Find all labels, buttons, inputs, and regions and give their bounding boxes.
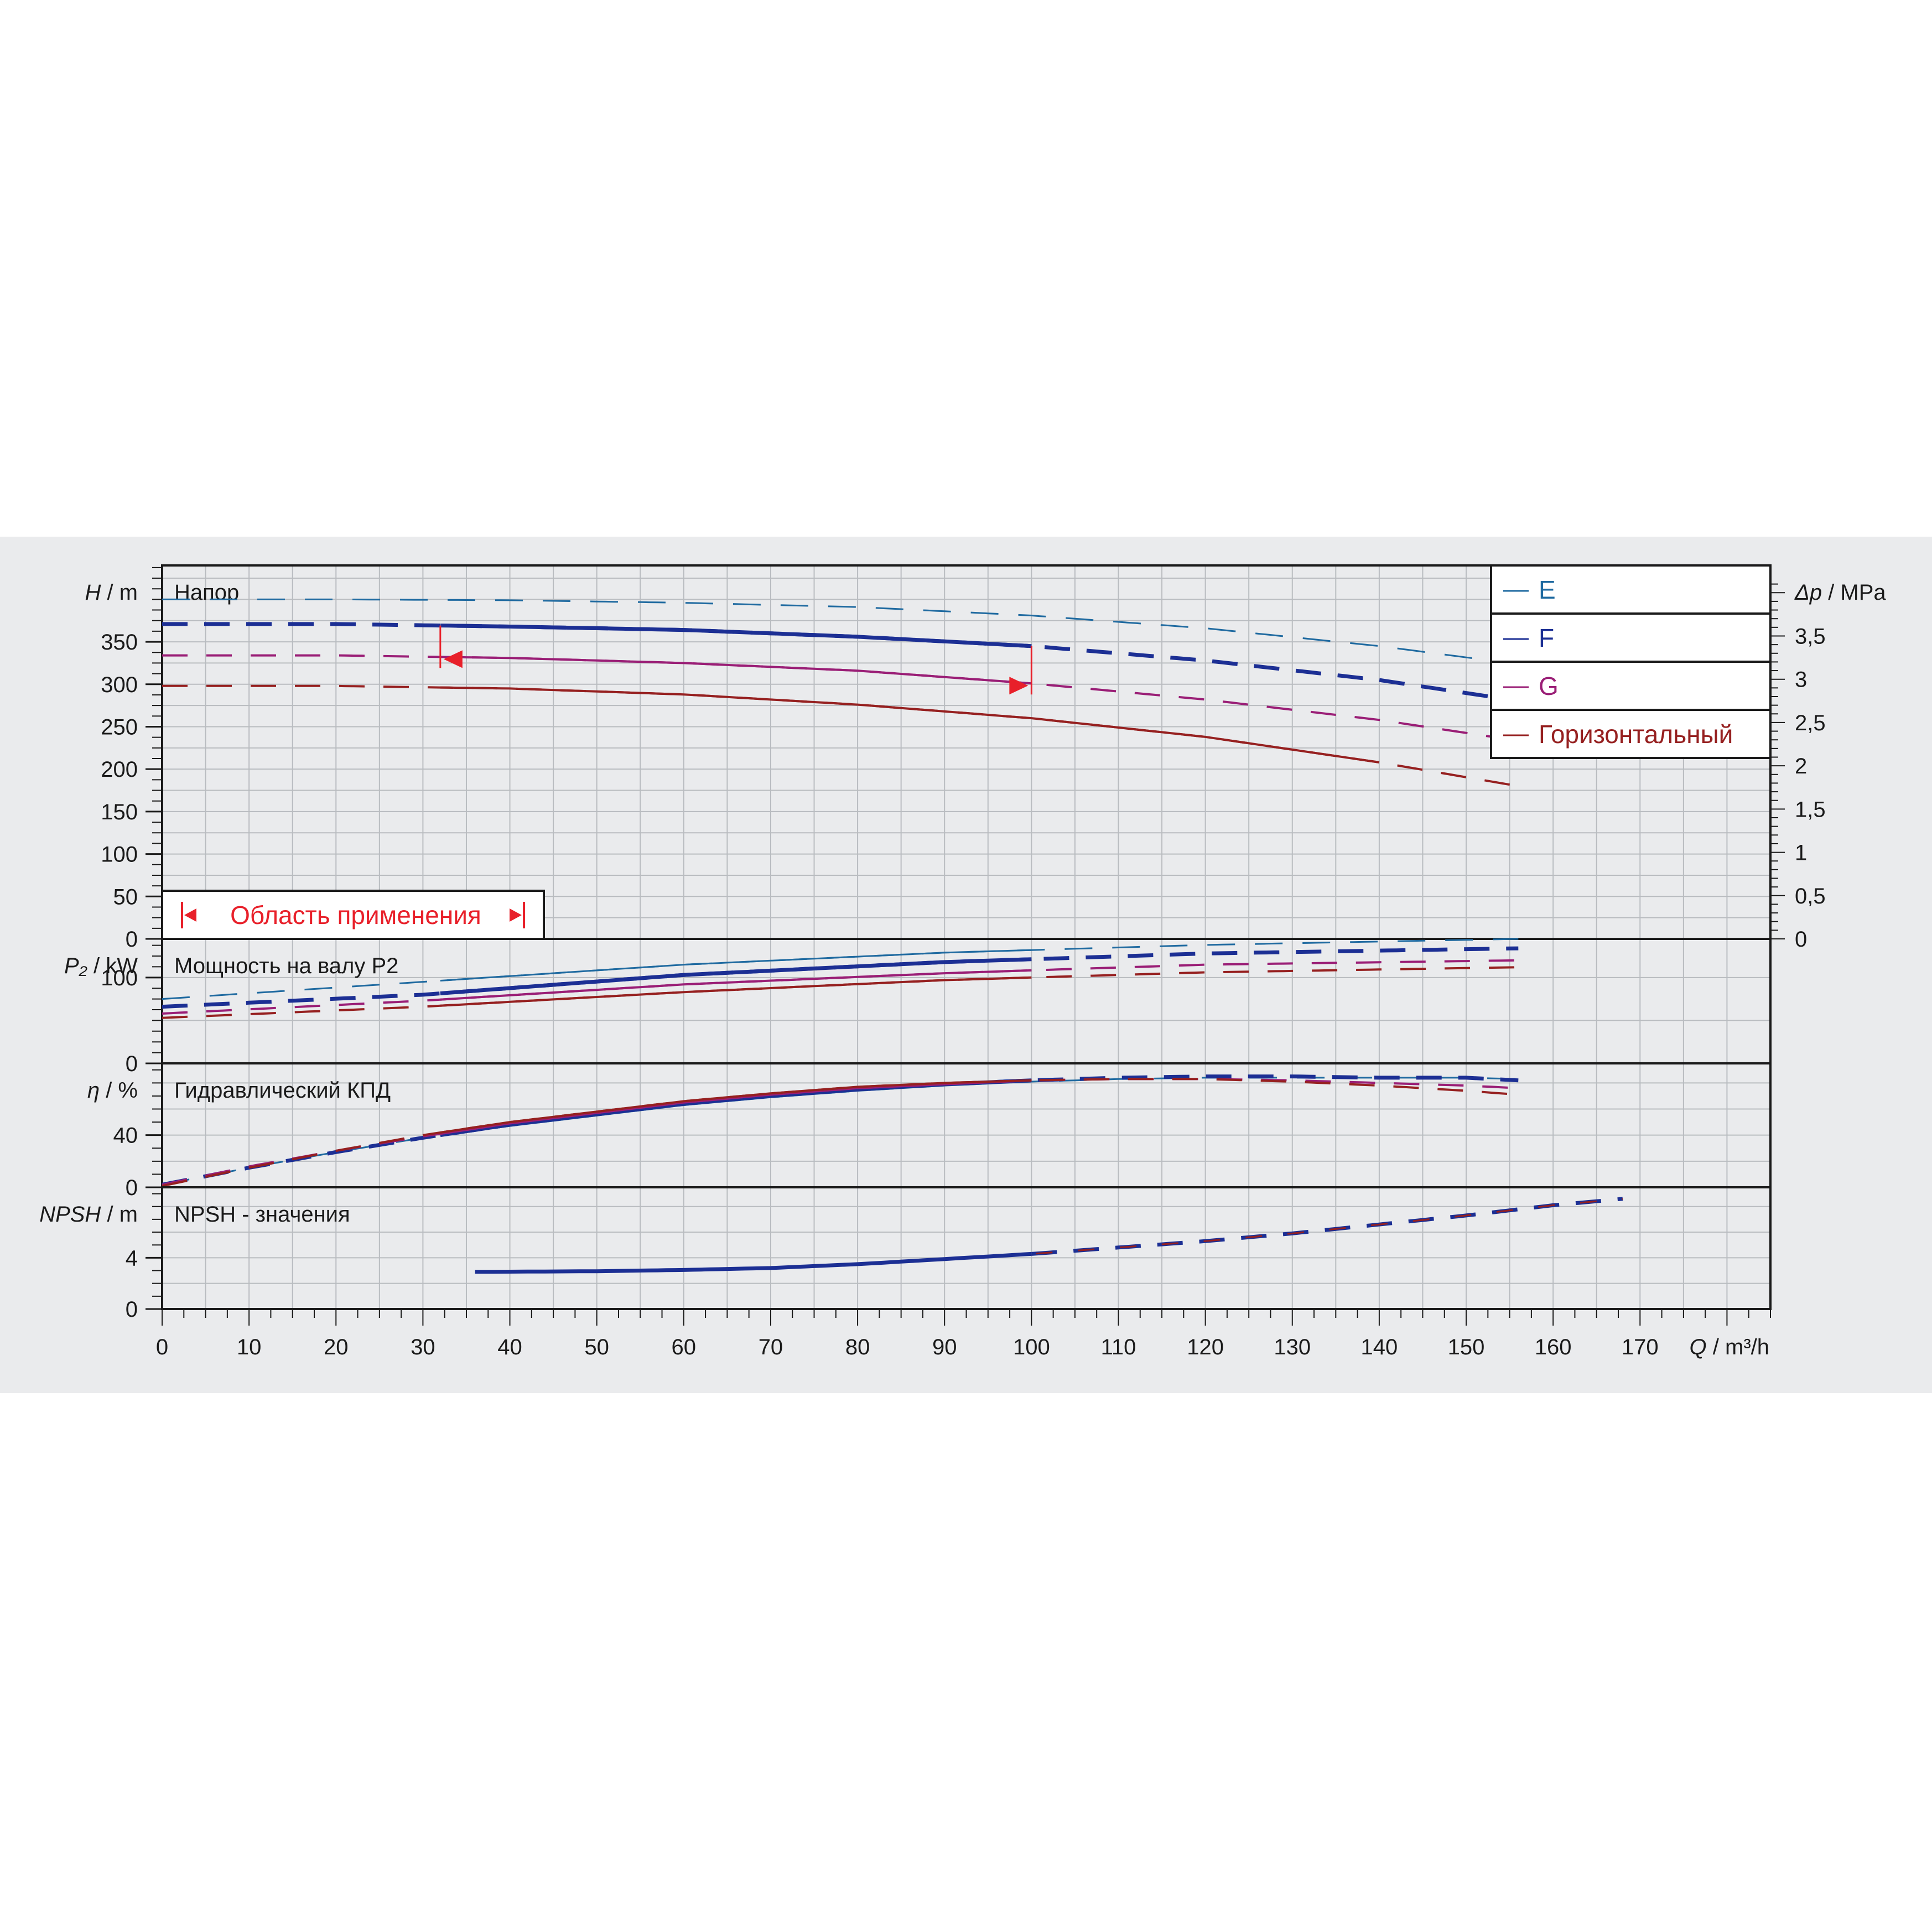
legend-entry [1490, 709, 1772, 759]
y-tick-label: 150 [101, 800, 138, 824]
region-end-arrow [1009, 677, 1029, 695]
panel-title: NPSH - значения [174, 1202, 350, 1227]
legend-entry [1490, 661, 1772, 711]
y-tick-label: 0 [126, 1176, 138, 1200]
legend-label: G [1539, 672, 1559, 700]
series-E-dashed [162, 598, 1510, 664]
series-F-solid [440, 957, 1032, 995]
right-tick-label: 2,5 [1795, 711, 1826, 735]
y-axis-label: NPSH / m [39, 1202, 138, 1227]
y-tick-label: 0 [126, 1297, 138, 1322]
series-H-overlay [1031, 1198, 1623, 1255]
x-tick-label: 130 [1274, 1335, 1311, 1359]
y-tick-label: 4 [126, 1246, 138, 1270]
region-start-arrow [443, 650, 463, 668]
legend-label: Горизонтальный [1539, 720, 1733, 749]
series-G-solid [440, 1079, 1032, 1135]
y-tick-label: 0 [126, 927, 138, 952]
x-tick-label: 150 [1448, 1335, 1485, 1359]
x-tick-label: 0 [156, 1335, 168, 1359]
series-F-dashed [1031, 1197, 1623, 1256]
legend-label: E [1539, 575, 1556, 604]
series-E-solid [440, 949, 1032, 981]
series-F-solid [475, 1251, 1032, 1274]
y-axis-label: η / % [87, 1078, 138, 1103]
right-tick-label: 1 [1795, 841, 1807, 865]
series-F-solid [440, 1078, 1032, 1138]
y-tick-label: 300 [101, 673, 138, 697]
x-tick-label: 140 [1361, 1335, 1398, 1359]
right-tick-label: 3,5 [1795, 624, 1826, 648]
panel-efficiency: 0 40 Гидравлический КПД [113, 1062, 1772, 1200]
y-axis-label: H / m [85, 580, 138, 605]
right-tick-label: 0 [1795, 927, 1807, 952]
x-tick-label: 10 [237, 1335, 262, 1359]
y-tick-label: 40 [113, 1124, 138, 1148]
x-tick-label: 50 [584, 1335, 609, 1359]
y-axis-label: P₂ / kW [64, 954, 138, 978]
y-tick-label: 100 [101, 843, 138, 867]
x-tick-label: 30 [411, 1335, 435, 1359]
panel-title: Гидравлический КПД [174, 1078, 391, 1103]
right-axis-label: Δp / MPa [1794, 580, 1886, 605]
x-tick-label: 80 [845, 1335, 870, 1359]
series-G-solid [440, 969, 1032, 1001]
series-H-solid [440, 976, 1032, 1007]
x-tick-label: 40 [497, 1335, 522, 1359]
region-box-arrow-right [510, 908, 522, 922]
x-tick-label: 100 [1013, 1335, 1050, 1359]
y-tick-label: 0 [126, 1052, 138, 1076]
series-G-solid [440, 656, 1032, 685]
x-tick-label: 90 [932, 1335, 957, 1359]
y-tick-label: 100 [101, 966, 138, 990]
x-tick-label: 70 [759, 1335, 783, 1359]
right-tick-label: 3 [1795, 668, 1807, 692]
y-tick-label: 350 [101, 630, 138, 655]
series-H-solid [440, 686, 1380, 764]
y-tick-label: 200 [101, 757, 138, 782]
x-tick-label: 160 [1535, 1335, 1572, 1359]
series-H-dashed [162, 684, 1519, 787]
x-tick-label: 170 [1622, 1335, 1659, 1359]
legend-entry [1490, 612, 1772, 663]
x-tick-label: 20 [324, 1335, 349, 1359]
series-H-solid [440, 1079, 1032, 1134]
right-tick-label: 0,5 [1795, 884, 1826, 908]
right-tick-label: 2 [1795, 754, 1807, 778]
panel-head: 0 50 100 150 200 250 300 350 Напор 0 0,5 1 1,5 2 2,5 3 3… [101, 564, 1826, 952]
right-tick-label: 1,5 [1795, 797, 1826, 822]
region-label-text: Область применения [230, 901, 481, 929]
panel-title: Напор [174, 580, 239, 605]
x-axis-label: Q / m³/h [1690, 1335, 1769, 1359]
region-box-arrow-left [184, 908, 196, 922]
panel-title: Мощность на валу P2 [174, 954, 398, 978]
y-tick-label: 250 [101, 715, 138, 739]
x-tick-label: 110 [1101, 1335, 1136, 1359]
legend-label: F [1539, 624, 1554, 652]
legend-entry [1490, 564, 1772, 615]
y-tick-label: 50 [113, 885, 138, 909]
panel-power: 0 100 Мощность на валу P2 [101, 938, 1772, 1076]
x-tick-label: 60 [672, 1335, 697, 1359]
legend: EFG Горизонтальный [1490, 564, 1772, 759]
series-F-solid [440, 624, 1032, 648]
region-label-box [161, 890, 545, 940]
x-tick-label: 120 [1187, 1335, 1224, 1359]
panel-frame [161, 1186, 1772, 1310]
panel-npsh: 0 4 NPSH - значения [126, 1186, 1772, 1322]
